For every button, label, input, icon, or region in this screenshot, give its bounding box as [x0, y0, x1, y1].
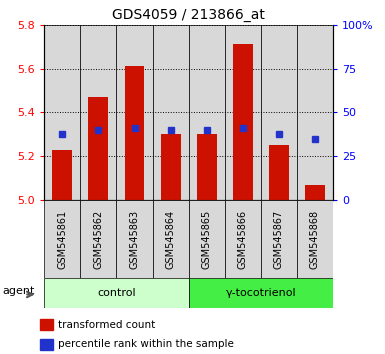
Text: GSM545862: GSM545862	[94, 209, 104, 269]
Bar	[40, 338, 53, 350]
Bar	[269, 145, 289, 200]
Bar	[44, 25, 80, 200]
Bar	[44, 278, 189, 308]
Text: control: control	[97, 288, 136, 298]
Text: GSM545868: GSM545868	[310, 209, 320, 269]
Bar	[52, 150, 72, 200]
Text: GSM545866: GSM545866	[238, 209, 248, 269]
Text: GSM545867: GSM545867	[274, 209, 284, 269]
Bar	[80, 25, 116, 200]
Bar	[189, 278, 333, 308]
Text: transformed count: transformed count	[58, 320, 155, 330]
Bar	[233, 45, 253, 200]
Text: agent: agent	[2, 286, 35, 296]
Bar	[189, 200, 225, 278]
Text: GSM545861: GSM545861	[57, 209, 67, 269]
Text: γ-tocotrienol: γ-tocotrienol	[226, 288, 296, 298]
Bar	[305, 185, 325, 200]
Bar	[89, 97, 108, 200]
Bar	[152, 25, 189, 200]
Bar	[297, 200, 333, 278]
Bar	[225, 25, 261, 200]
Bar	[116, 25, 152, 200]
Bar	[261, 200, 297, 278]
Bar	[80, 200, 116, 278]
Bar	[297, 25, 333, 200]
Text: percentile rank within the sample: percentile rank within the sample	[58, 339, 234, 349]
Bar	[197, 134, 217, 200]
Bar	[116, 200, 152, 278]
Bar	[261, 25, 297, 200]
Bar	[189, 25, 225, 200]
Bar	[225, 200, 261, 278]
Title: GDS4059 / 213866_at: GDS4059 / 213866_at	[112, 8, 265, 22]
Text: GSM545865: GSM545865	[202, 209, 212, 269]
Bar	[152, 200, 189, 278]
Text: GSM545863: GSM545863	[129, 209, 139, 269]
Bar	[161, 134, 181, 200]
Bar	[40, 319, 53, 330]
Text: GSM545864: GSM545864	[166, 209, 176, 269]
Bar	[44, 200, 80, 278]
Bar	[125, 67, 144, 200]
